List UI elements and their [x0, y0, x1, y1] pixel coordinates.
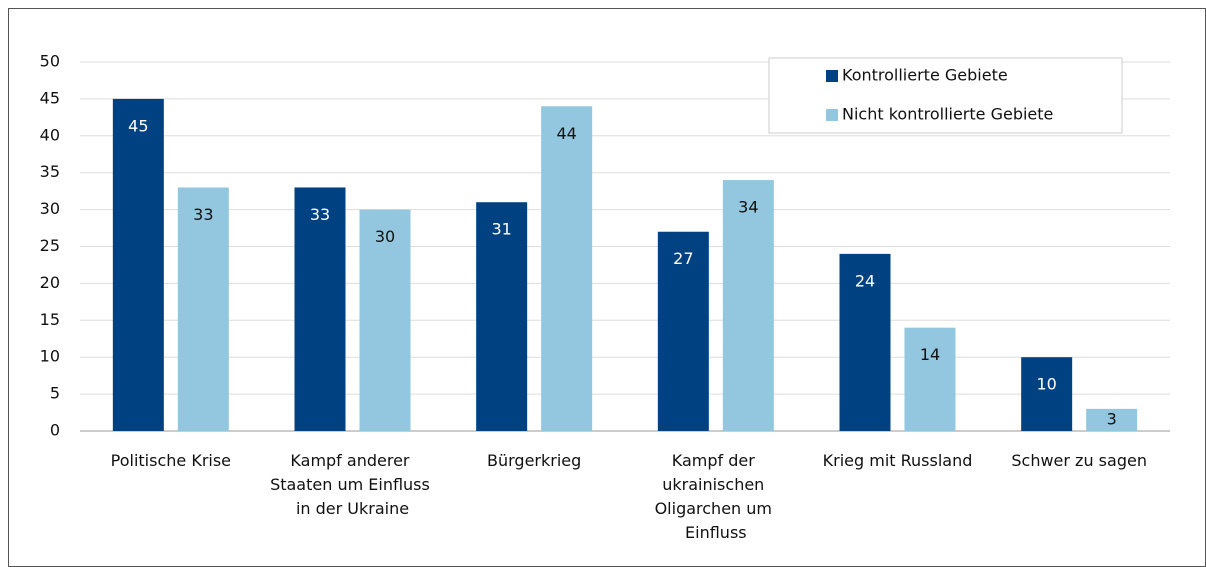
- bar: [359, 209, 411, 431]
- bar: [541, 106, 593, 431]
- bar: [657, 231, 709, 431]
- bar: [904, 327, 956, 431]
- legend-swatch: [826, 70, 838, 82]
- y-tick-label: 25: [40, 236, 60, 255]
- y-tick-label: 5: [50, 384, 60, 403]
- data-label: 34: [738, 198, 758, 217]
- y-tick-label: 15: [40, 310, 60, 329]
- y-tick-label: 30: [40, 199, 60, 218]
- legend-swatch: [826, 109, 838, 121]
- data-label: 10: [1036, 375, 1056, 394]
- data-label: 14: [920, 345, 940, 364]
- x-tick-label: Schwer zu sagen: [1011, 451, 1147, 470]
- data-label: 45: [128, 116, 148, 135]
- bar: [722, 180, 774, 431]
- y-tick-label: 35: [40, 162, 60, 181]
- data-label: 3: [1107, 409, 1117, 428]
- data-label: 31: [491, 220, 511, 239]
- y-tick-label: 20: [40, 273, 60, 292]
- bar: [476, 202, 528, 431]
- data-label: 24: [855, 271, 875, 290]
- bar: [1086, 408, 1138, 431]
- y-tick-label: 10: [40, 347, 60, 366]
- data-label: 33: [193, 205, 213, 224]
- y-tick-label: 0: [50, 421, 60, 440]
- bar: [839, 253, 891, 431]
- legend-label: Kontrollierte Gebiete: [842, 66, 1008, 85]
- bar: [112, 98, 164, 432]
- x-tick-label: Bürgerkrieg: [487, 451, 581, 470]
- x-tick-label: Krieg mit Russland: [823, 451, 973, 470]
- y-tick-label: 40: [40, 125, 60, 144]
- data-label: 33: [310, 205, 330, 224]
- y-tick-label: 50: [40, 52, 60, 71]
- bar: [177, 187, 229, 431]
- bar: [294, 187, 346, 431]
- data-label: 44: [556, 124, 576, 143]
- legend-label: Nicht kontrollierte Gebiete: [842, 105, 1053, 124]
- x-tick-label: Kampf der ukrainischen Oligarchen um Ein…: [655, 451, 778, 542]
- bar: [1021, 357, 1073, 431]
- y-tick-label: 45: [40, 88, 60, 107]
- data-label: 30: [375, 227, 395, 246]
- data-label: 27: [673, 249, 693, 268]
- x-tick-label: Kampf anderer Staaten um Einfluss in der…: [270, 451, 435, 518]
- x-tick-label: Politische Krise: [111, 451, 231, 470]
